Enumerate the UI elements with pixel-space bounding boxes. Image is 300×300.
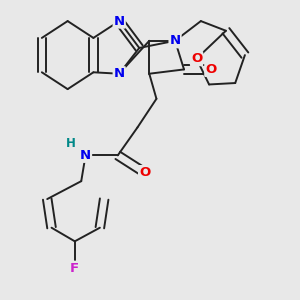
Text: O: O <box>139 166 150 179</box>
Text: N: N <box>114 15 125 28</box>
Text: F: F <box>70 262 80 275</box>
Text: N: N <box>80 149 91 162</box>
Text: H: H <box>66 137 76 150</box>
Text: N: N <box>114 67 125 80</box>
Text: O: O <box>191 52 202 65</box>
Text: N: N <box>169 34 181 47</box>
Text: O: O <box>205 63 217 76</box>
Text: H: H <box>66 137 77 150</box>
